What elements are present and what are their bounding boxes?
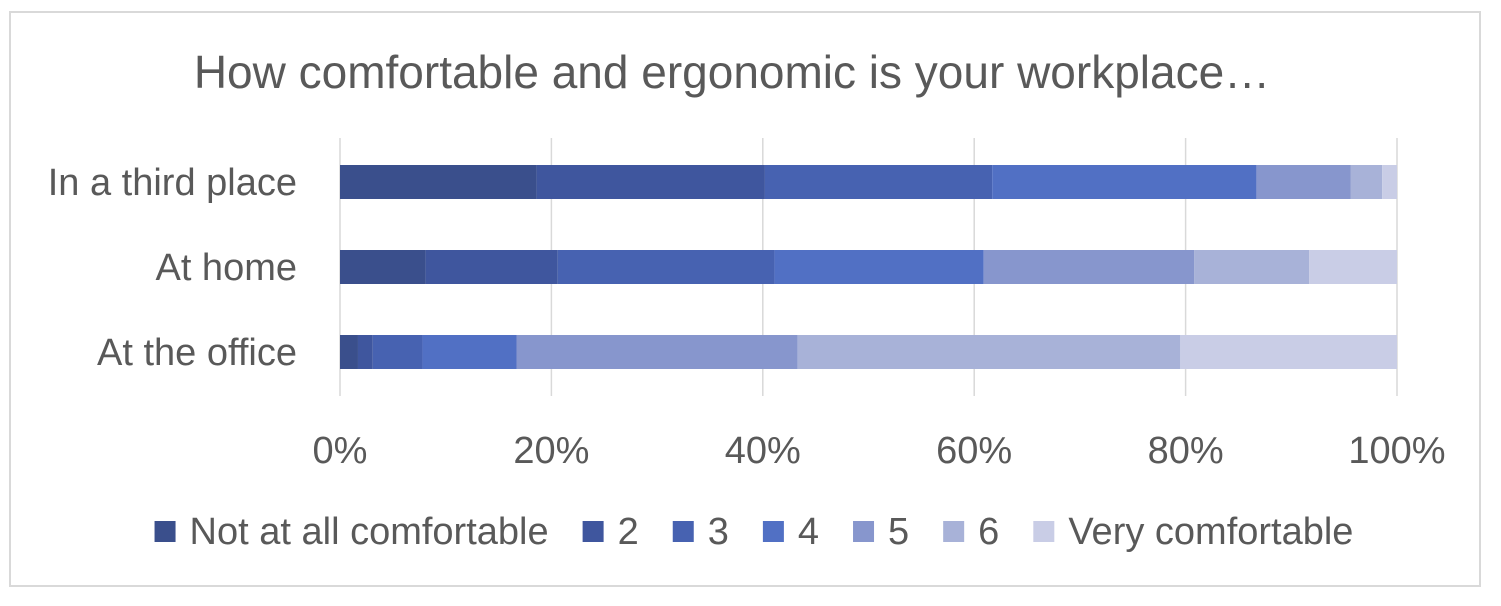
chart-frame	[9, 11, 1481, 587]
bar-segment	[1309, 250, 1397, 284]
bar-segment	[422, 335, 517, 369]
bar-segment	[1194, 250, 1310, 284]
bar-segment	[1180, 335, 1397, 369]
bar-segment	[340, 250, 426, 284]
bar-segment	[536, 165, 765, 199]
legend-item: 2	[582, 511, 639, 553]
bar-segment	[764, 165, 993, 199]
legend-swatch	[582, 521, 604, 542]
legend-swatch	[762, 521, 784, 542]
category-label: In a third place	[48, 162, 297, 204]
bar-segment	[1350, 165, 1383, 199]
legend-swatch	[672, 521, 694, 542]
bar-segment	[1256, 165, 1351, 199]
bar-segment	[340, 165, 537, 199]
bar-segment	[557, 250, 775, 284]
legend-label: 3	[708, 511, 729, 553]
bar-segment	[1382, 165, 1397, 199]
bar-segment	[983, 250, 1195, 284]
bar-segment	[774, 250, 984, 284]
x-tick-label: 0%	[313, 430, 368, 472]
bar-segment	[797, 335, 1181, 369]
category-label: At home	[155, 247, 297, 289]
x-tick-label: 20%	[513, 430, 589, 472]
bar-segment	[425, 250, 558, 284]
bar-segment	[372, 335, 423, 369]
x-tick-label: 40%	[725, 430, 801, 472]
bar-segment	[357, 335, 373, 369]
legend-swatch	[154, 521, 176, 542]
bar-segment	[516, 335, 798, 369]
legend-item: 5	[853, 511, 909, 553]
bar-segment	[340, 335, 358, 369]
bar-segment	[992, 165, 1257, 199]
legend-item: 3	[672, 511, 729, 553]
legend-label: 4	[798, 511, 819, 553]
legend-item: 4	[762, 511, 819, 553]
legend-item: Very comfortable	[1033, 511, 1353, 553]
chart-title: How comfortable and ergonomic is your wo…	[194, 46, 1270, 98]
legend-label: 2	[618, 511, 639, 553]
legend-swatch	[1033, 521, 1055, 542]
x-tick-label: 60%	[936, 430, 1012, 472]
bars	[340, 165, 1397, 369]
legend-label: Very comfortable	[1068, 511, 1353, 553]
category-label: At the office	[97, 332, 297, 374]
x-tick-label: 100%	[1348, 430, 1445, 472]
category-labels: In a third place At home At the office	[48, 162, 297, 374]
legend: Not at all comfortable 2 3 4 5 6 Very comforta…	[154, 511, 1353, 553]
legend-swatch	[853, 521, 875, 542]
legend-swatch	[943, 521, 965, 542]
legend-item: 6	[943, 511, 999, 553]
legend-label: 6	[978, 511, 999, 553]
legend-item: Not at all comfortable	[154, 511, 549, 553]
x-axis-ticks: 0% 20% 40% 60% 80% 100%	[313, 430, 1446, 472]
legend-label: Not at all comfortable	[190, 511, 549, 553]
x-tick-label: 80%	[1148, 430, 1224, 472]
legend-label: 5	[888, 511, 909, 553]
